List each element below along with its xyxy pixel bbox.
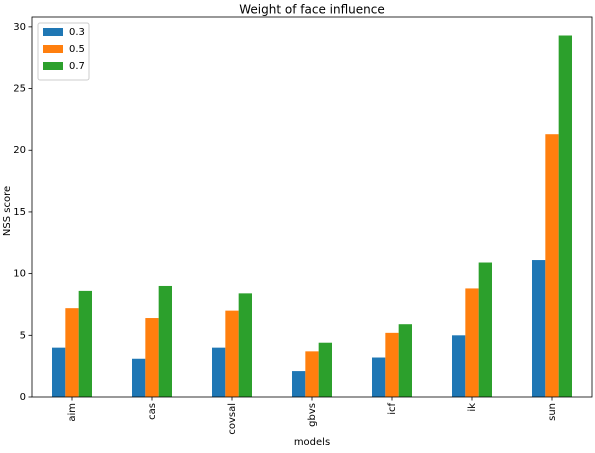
x-tick-label-sun: sun <box>547 403 558 421</box>
bar-aim-series-0.5 <box>65 308 79 397</box>
legend-swatch-0.7 <box>43 62 63 70</box>
x-tick-label-ik: ik <box>467 403 478 412</box>
bar-ik-series-0.3 <box>452 335 466 397</box>
y-tick-label-10: 10 <box>13 269 26 280</box>
bar-covsal-series-0.5 <box>225 310 239 397</box>
bar-aim-series-0.3 <box>52 347 66 397</box>
legend-label-0.3: 0.3 <box>69 27 85 38</box>
bar-cas-series-0.5 <box>145 318 159 397</box>
y-tick-label-25: 25 <box>13 84 26 95</box>
legend-label-0.5: 0.5 <box>69 44 85 55</box>
legend-swatch-0.5 <box>43 45 63 53</box>
bar-ik-series-0.5 <box>465 288 479 397</box>
bar-sun-series-0.3 <box>532 260 546 397</box>
bar-sun-series-0.7 <box>558 35 572 397</box>
x-tick-label-gbvs: gbvs <box>307 403 318 427</box>
legend: 0.3 0.5 0.7 <box>37 22 90 81</box>
bar-icf-series-0.7 <box>398 324 412 397</box>
bar-gbvs-series-0.5 <box>305 351 319 397</box>
bar-sun-series-0.5 <box>545 134 559 397</box>
y-tick-label-20: 20 <box>13 145 26 156</box>
bar-icf-series-0.3 <box>372 357 386 397</box>
axis-layer: aim cas covsal gbvs icf ik sun 0 5 10 15 20 25 30 <box>13 16 593 435</box>
bar-gbvs-series-0.7 <box>318 342 332 397</box>
bar-cas-series-0.7 <box>158 285 172 397</box>
x-axis-label: models <box>294 437 330 448</box>
legend-swatch-0.3 <box>43 28 63 36</box>
x-tick-label-icf: icf <box>387 403 398 415</box>
bar-icf-series-0.5 <box>385 332 399 397</box>
y-tick-label-5: 5 <box>20 330 26 341</box>
bars-layer <box>52 35 572 397</box>
x-tick-label-covsal: covsal <box>227 403 238 435</box>
x-tick-label-aim: aim <box>67 403 78 422</box>
legend-label-0.7: 0.7 <box>69 61 85 72</box>
chart-title: Weight of face influence <box>239 3 384 17</box>
plot-frame <box>31 16 593 398</box>
bar-gbvs-series-0.3 <box>292 371 306 397</box>
bar-ik-series-0.7 <box>478 262 492 397</box>
bar-covsal-series-0.7 <box>238 293 252 397</box>
bar-aim-series-0.7 <box>78 290 92 397</box>
y-tick-label-15: 15 <box>13 207 26 218</box>
bar-covsal-series-0.3 <box>212 347 226 397</box>
y-tick-label-30: 30 <box>13 22 26 33</box>
y-tick-label-0: 0 <box>20 392 26 403</box>
bar-cas-series-0.3 <box>132 358 146 397</box>
y-axis-label: NSS score <box>2 186 13 236</box>
x-tick-label-cas: cas <box>147 403 158 420</box>
